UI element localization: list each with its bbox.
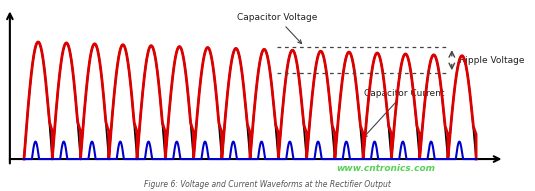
Text: Figure 6: Voltage and Current Waveforms at the Rectifier Output: Figure 6: Voltage and Current Waveforms … (144, 180, 391, 189)
Text: Capacitor Current: Capacitor Current (364, 89, 444, 138)
Text: Ripple Voltage: Ripple Voltage (458, 56, 524, 65)
Text: www.cntronics.com: www.cntronics.com (336, 163, 435, 172)
Text: Capacitor Voltage: Capacitor Voltage (237, 13, 317, 44)
